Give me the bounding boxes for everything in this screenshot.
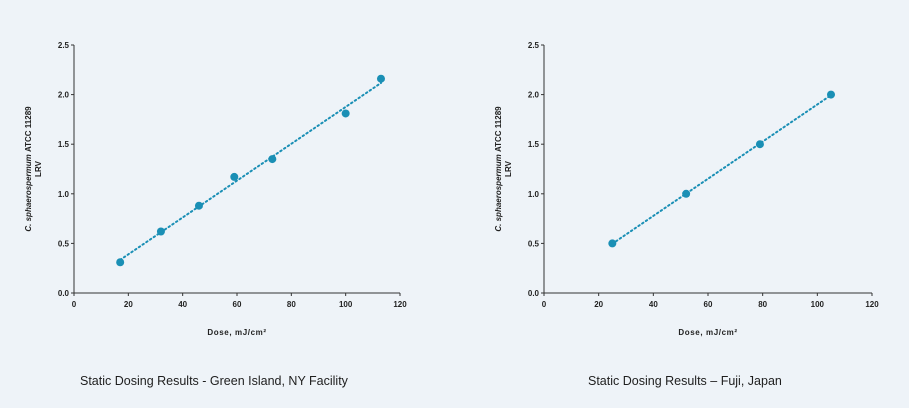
chart-caption: Static Dosing Results - Green Island, NY… bbox=[80, 374, 348, 388]
y-tick-label: 2.0 bbox=[58, 91, 70, 100]
x-tick-label: 20 bbox=[124, 300, 133, 309]
y-tick-label: 0.5 bbox=[58, 239, 70, 248]
x-axis-title: Dose, mJ/cm² bbox=[207, 328, 266, 337]
y-tick-label: 0.0 bbox=[528, 289, 540, 298]
y-axis-title: C. sphaerospermum ATCC 11289 bbox=[24, 106, 33, 232]
y-tick-label: 2.5 bbox=[58, 41, 70, 50]
data-point bbox=[156, 227, 165, 236]
y-tick-label: 1.0 bbox=[528, 190, 540, 199]
chart-panel-fuji: 0.0 0.5 1.0 1.5 2.0 2.5 0 20 40 60 80 100 120 Dose, m… bbox=[455, 0, 909, 408]
y-tick-label: 1.5 bbox=[58, 140, 70, 149]
x-tick-label: 60 bbox=[704, 300, 713, 309]
x-tick-label: 120 bbox=[865, 300, 879, 309]
chart-green-island: 0.0 0.5 1.0 1.5 2.0 2.5 0 20 40 60 80 100 120 Dose, m… bbox=[24, 41, 407, 337]
x-tick-label: 40 bbox=[178, 300, 187, 309]
x-tick-label: 100 bbox=[339, 300, 353, 309]
data-point bbox=[608, 239, 617, 248]
x-tick-label: 20 bbox=[594, 300, 603, 309]
x-tick-label: 0 bbox=[72, 300, 77, 309]
data-point bbox=[827, 90, 835, 99]
chart-fuji: 0.0 0.5 1.0 1.5 2.0 2.5 0 20 40 60 80 100 120 Dose, m… bbox=[494, 41, 879, 337]
y-tick-label: 0.0 bbox=[58, 289, 70, 298]
x-tick-label: 80 bbox=[287, 300, 296, 309]
x-tick-label: 40 bbox=[649, 300, 658, 309]
data-point bbox=[116, 258, 125, 267]
x-tick-label: 100 bbox=[811, 300, 825, 309]
chart-caption: Static Dosing Results – Fuji, Japan bbox=[588, 374, 782, 388]
y-tick-label: 2.5 bbox=[528, 41, 540, 50]
y-axis-title-strain: ATCC 11289 bbox=[24, 106, 33, 152]
y-axis-title-strain: ATCC 11289 bbox=[494, 106, 503, 152]
y-axis-title: C. sphaerospermum ATCC 11289 bbox=[494, 106, 503, 232]
y-axis-title-species: C. sphaerospermum bbox=[494, 152, 503, 232]
data-point bbox=[194, 201, 203, 210]
x-tick-label: 0 bbox=[542, 300, 547, 309]
y-axis-title-lrv: LRV bbox=[34, 160, 43, 177]
data-point bbox=[268, 155, 277, 164]
y-axis-title-species: C. sphaerospermum bbox=[24, 152, 33, 232]
y-tick-label: 1.0 bbox=[58, 190, 70, 199]
data-point bbox=[230, 172, 239, 181]
x-tick-label: 80 bbox=[758, 300, 767, 309]
trendline bbox=[119, 81, 382, 261]
trendline bbox=[611, 94, 832, 245]
data-point bbox=[376, 74, 385, 83]
x-axis-title: Dose, mJ/cm² bbox=[678, 328, 737, 337]
y-axis-title-lrv: LRV bbox=[504, 160, 513, 177]
data-point bbox=[682, 189, 691, 198]
data-point bbox=[755, 140, 764, 149]
x-tick-label: 120 bbox=[393, 300, 407, 309]
y-tick-label: 2.0 bbox=[528, 91, 540, 100]
data-point bbox=[341, 109, 350, 118]
chart-panel-green-island: 0.0 0.5 1.0 1.5 2.0 2.5 0 20 40 60 80 100 120 Dose, m… bbox=[0, 0, 454, 408]
y-tick-label: 1.5 bbox=[528, 140, 540, 149]
x-tick-label: 60 bbox=[233, 300, 242, 309]
y-tick-label: 0.5 bbox=[528, 239, 540, 248]
